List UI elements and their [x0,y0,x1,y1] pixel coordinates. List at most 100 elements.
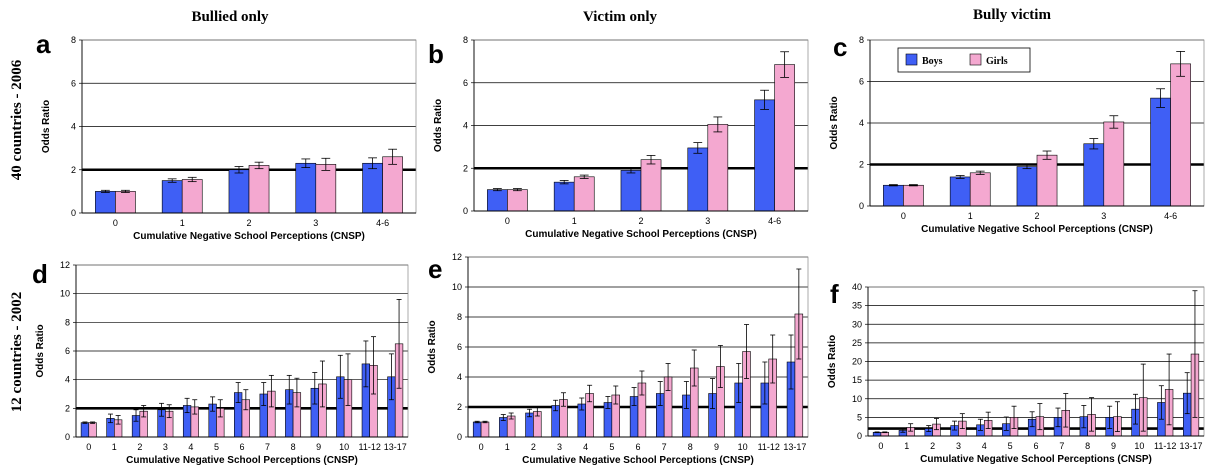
x-tick-label: 5 [214,442,219,452]
x-tick-label: 8 [1085,441,1090,451]
y-tick-label: 5 [857,412,862,422]
x-tick-label: 4 [982,441,987,451]
x-tick-label: 3 [163,442,168,452]
panel-letter-c: c [833,32,847,62]
bar-boys [362,162,383,214]
x-tick-label: 11-12 [1154,441,1176,451]
y-tick-label: 10 [60,289,70,299]
x-tick-label: 1 [968,211,973,221]
x-tick-label: 2 [1034,211,1039,221]
y-tick-label: 4 [859,118,864,128]
y-tick-label: 35 [852,301,862,311]
panel-a: a 0 2 4 6 8 0 1 2 3 4-6 Odds Ratio Cumulative Negati… [36,29,417,242]
y-axis-label: Odds Ratio [427,320,438,373]
legend-box [897,47,1031,73]
y-tick-label: 4 [65,375,70,385]
y-axis-label: Odds Ratio [41,100,52,153]
bar-girls [115,191,136,214]
y-tick-label: 40 [852,282,862,292]
x-tick-label: 10 [1134,441,1144,451]
x-tick-label: 4-6 [768,216,781,226]
y-tick-label: 30 [852,319,862,329]
y-tick-label: 8 [463,35,468,45]
bar-boys [949,176,971,207]
x-axis-label: Cumulative Negative School Perceptions (… [921,224,1153,235]
x-tick-label: 9 [316,442,321,452]
panel-letter-f: f [830,279,839,309]
column-title-bullied-only: Bullied only [191,9,269,25]
y-axis-label: Odds Ratio [829,96,840,149]
bar-boys [80,422,90,438]
bar-boys [487,189,508,212]
panel-letter-d: d [32,259,48,289]
y-tick-label: 2 [65,403,70,413]
legend-swatch-boys [905,53,918,66]
y-tick-label: 4 [71,122,76,132]
panel-letter-b: b [428,39,444,69]
panel-letter-e: e [428,254,442,284]
x-tick-label: 3 [705,216,710,226]
bar-girls [382,156,403,214]
y-tick-label: 2 [71,165,76,175]
legend-swatch-girls [969,53,982,66]
x-tick-label: 2 [930,441,935,451]
panel-b: b 0 2 4 6 8 0 1 2 3 4-6 Odds Ratio Cumulative Negati… [428,35,809,240]
x-tick-label: 10 [738,442,748,452]
bar-girls [707,124,729,212]
bar-girls [480,421,490,438]
row-title-2006: 40 countries - 2006 [9,59,25,180]
bar-girls [1103,121,1125,207]
x-tick-label: 11-12 [758,442,780,452]
x-tick-label: 4 [583,442,588,452]
y-tick-label: 20 [852,357,862,367]
x-tick-label: 7 [265,442,270,452]
bar-girls [88,422,97,438]
y-tick-label: 8 [71,35,76,45]
x-tick-label: 7 [1059,441,1064,451]
column-title-victim-only: Victim only [583,9,658,25]
bar-boys [687,147,709,212]
bar-girls [181,179,203,214]
y-axis-label: Odds Ratio [433,99,444,152]
x-axis-label: Cumulative Negative School Perceptions (… [525,229,757,240]
bar-boys [1016,166,1038,207]
y-tick-label: 10 [452,282,462,292]
bar-boys [553,181,575,212]
x-tick-label: 3 [557,442,562,452]
panel-f: f 0 5 10 15 20 25 30 35 40 0 1 2 3 4 5 6 7 8 9 10 11-12 13-17 O… [827,279,1205,465]
y-tick-label: 10 [852,394,862,404]
x-tick-label: 13-17 [783,442,806,452]
x-tick-label: 2 [137,442,142,452]
y-tick-label: 2 [457,402,462,412]
x-tick-label: 7 [662,442,667,452]
column-title-bully-victim: Bully victim [973,7,1051,23]
x-tick-label: 4-6 [376,218,389,228]
bar-boys [1083,143,1105,207]
y-tick-label: 6 [65,346,70,356]
x-tick-label: 0 [901,211,906,221]
x-tick-label: 4 [188,442,193,452]
y-tick-label: 0 [857,431,862,441]
x-tick-label: 9 [1111,441,1116,451]
bar-girls [1036,154,1058,207]
y-tick-label: 6 [71,78,76,88]
x-tick-label: 0 [878,441,883,451]
bar-girls [248,165,270,214]
bar-boys [883,184,904,207]
x-tick-label: 1 [112,442,117,452]
x-tick-label: 6 [635,442,640,452]
x-axis-label: Cumulative Negative School Perceptions (… [920,454,1152,465]
bar-girls [969,172,991,207]
x-tick-label: 2 [246,218,251,228]
legend: Boys Girls [897,47,1031,73]
x-tick-label: 1 [505,442,510,452]
y-tick-label: 8 [859,35,864,45]
y-axis-label: Odds Ratio [827,335,838,388]
x-tick-label: 8 [291,442,296,452]
bar-girls [774,64,795,212]
x-tick-label: 0 [479,442,484,452]
x-tick-label: 8 [688,442,693,452]
y-tick-label: 15 [852,375,862,385]
x-axis-label: Cumulative Negative School Perceptions (… [126,455,358,466]
